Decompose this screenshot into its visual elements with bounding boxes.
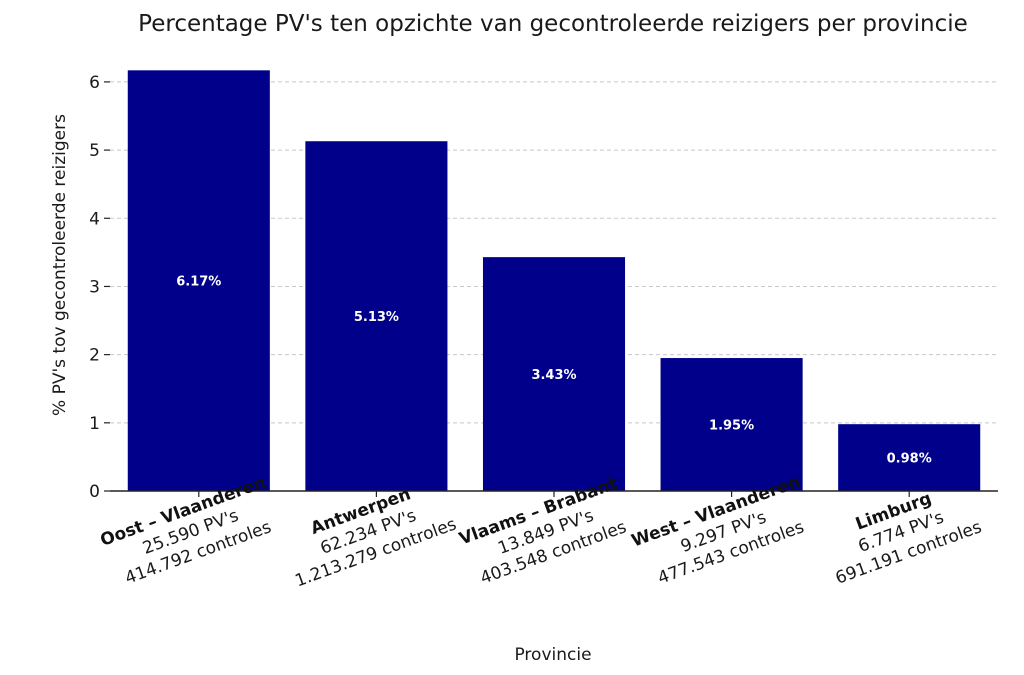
bar	[482, 257, 626, 491]
bar-value-label: 5.13%	[354, 310, 399, 325]
bar	[838, 424, 981, 491]
bar-value-label: 3.43%	[531, 368, 576, 383]
bar-value-label: 6.17%	[176, 275, 221, 290]
bar-value-label: 0.98%	[887, 452, 932, 467]
y-tick-label: 0	[89, 482, 100, 502]
bar-value-label: 1.95%	[709, 419, 754, 434]
y-axis-label: % PV's tov gecontroleerde reizigers	[50, 114, 70, 416]
y-tick-label: 4	[89, 209, 100, 229]
chart-title: Percentage PV's ten opzichte van gecontr…	[138, 11, 968, 37]
y-axis: 0 1 2 3 4 5 6	[89, 73, 110, 502]
bar	[305, 141, 448, 491]
y-tick-label: 1	[89, 414, 100, 434]
y-tick-label: 2	[89, 346, 100, 366]
y-tick-label: 3	[89, 277, 100, 297]
y-tick-label: 5	[89, 141, 100, 161]
bars: 6.17% 5.13% 3.43% 1.95% 0.98%	[127, 70, 981, 492]
bar	[127, 70, 270, 492]
x-axis-label: Provincie	[514, 645, 591, 665]
bar	[660, 358, 803, 491]
y-tick-label: 6	[89, 73, 100, 93]
